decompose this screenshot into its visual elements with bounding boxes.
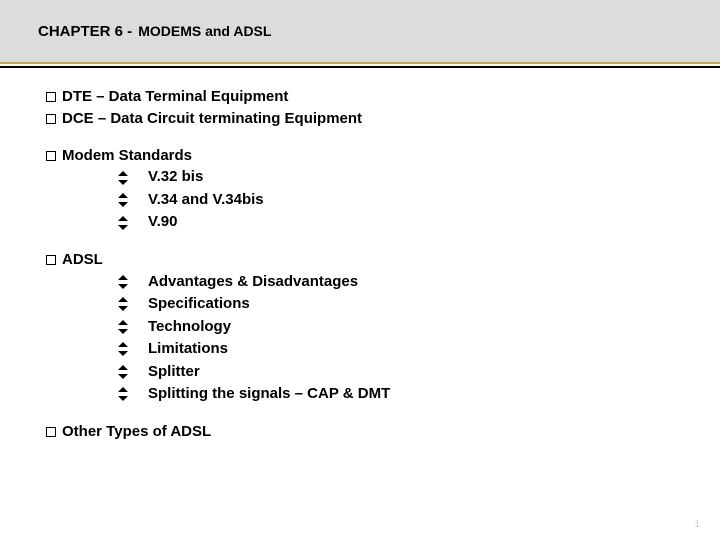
outline-sub-item: Splitting the signals – CAP & DMT xyxy=(116,383,720,406)
outline-sub-text: Splitting the signals – CAP & DMT xyxy=(148,383,390,406)
outline-sub-item: V.32 bis xyxy=(116,166,720,189)
gold-divider xyxy=(0,62,720,64)
outline-sub-text: V.34 and V.34bis xyxy=(148,189,264,212)
outline-sub-item: V.90 xyxy=(116,211,720,234)
outline-top-item: DTE – Data Terminal Equipment xyxy=(46,86,720,108)
outline-content: DTE – Data Terminal EquipmentDCE – Data … xyxy=(0,68,720,442)
outline-top-text: Other Types of ADSL xyxy=(62,421,211,443)
diamond-bullet-icon xyxy=(116,172,130,184)
outline-top-text: DCE – Data Circuit terminating Equipment xyxy=(62,108,362,130)
diamond-bullet-icon xyxy=(116,298,130,310)
outline-top-item: Other Types of ADSL xyxy=(46,421,720,443)
outline-sub-item: V.34 and V.34bis xyxy=(116,189,720,212)
outline-top-item: DCE – Data Circuit terminating Equipment xyxy=(46,108,720,130)
outline-top-item: ADSL xyxy=(46,249,720,271)
outline-sub-item: Specifications xyxy=(116,293,720,316)
outline-sub-list: V.32 bisV.34 and V.34bisV.90 xyxy=(46,166,720,234)
outline-sub-item: Limitations xyxy=(116,338,720,361)
square-bullet-icon xyxy=(46,151,56,161)
diamond-bullet-icon xyxy=(116,343,130,355)
outline-sub-text: Limitations xyxy=(148,338,228,361)
chapter-label: CHAPTER 6 - xyxy=(38,23,132,40)
square-bullet-icon xyxy=(46,427,56,437)
square-bullet-icon xyxy=(46,255,56,265)
outline-sub-text: V.32 bis xyxy=(148,166,203,189)
outline-sub-text: Specifications xyxy=(148,293,250,316)
slide-title: MODEMS and ADSL xyxy=(138,23,271,39)
page-number: 1 xyxy=(694,519,700,530)
diamond-bullet-icon xyxy=(116,321,130,333)
diamond-bullet-icon xyxy=(116,194,130,206)
diamond-bullet-icon xyxy=(116,217,130,229)
slide-header: CHAPTER 6 - MODEMS and ADSL xyxy=(0,0,720,62)
diamond-bullet-icon xyxy=(116,366,130,378)
outline-sub-text: Splitter xyxy=(148,361,200,384)
outline-top-text: ADSL xyxy=(62,249,103,271)
outline-sub-list: Advantages & DisadvantagesSpecifications… xyxy=(46,271,720,406)
square-bullet-icon xyxy=(46,92,56,102)
square-bullet-icon xyxy=(46,114,56,124)
diamond-bullet-icon xyxy=(116,276,130,288)
outline-sub-item: Splitter xyxy=(116,361,720,384)
outline-sub-item: Technology xyxy=(116,316,720,339)
outline-top-item: Modem Standards xyxy=(46,145,720,167)
outline-top-text: Modem Standards xyxy=(62,145,192,167)
diamond-bullet-icon xyxy=(116,388,130,400)
outline-top-text: DTE – Data Terminal Equipment xyxy=(62,86,288,108)
outline-sub-text: V.90 xyxy=(148,211,177,234)
outline-sub-text: Advantages & Disadvantages xyxy=(148,271,358,294)
outline-sub-item: Advantages & Disadvantages xyxy=(116,271,720,294)
outline-sub-text: Technology xyxy=(148,316,231,339)
